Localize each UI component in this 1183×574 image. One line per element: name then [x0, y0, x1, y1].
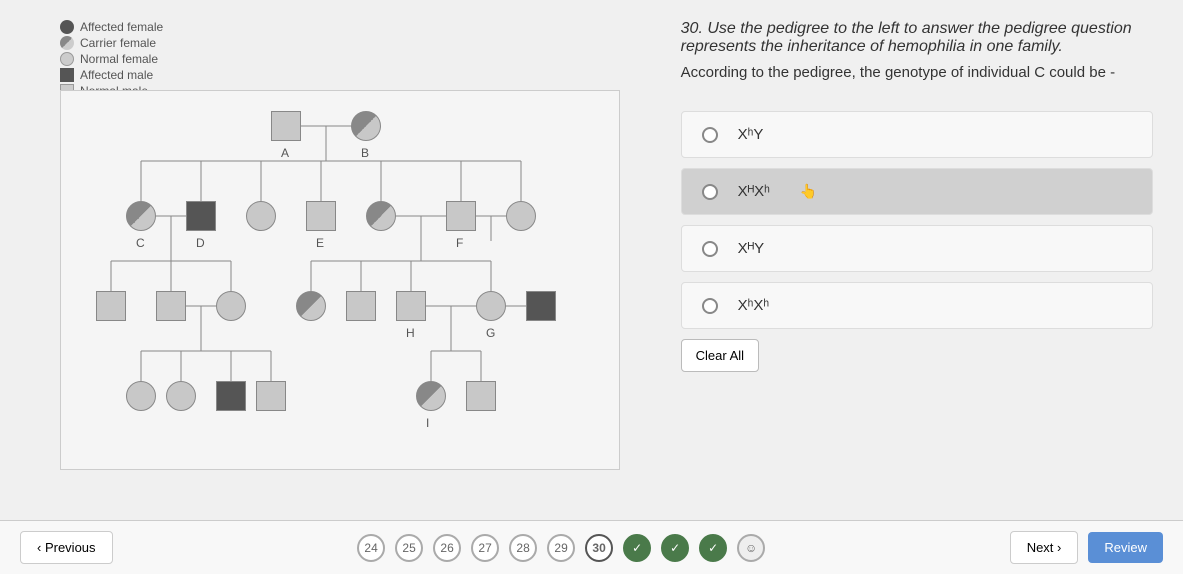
next-label: Next: [1027, 540, 1054, 555]
gen4-male-2: [466, 381, 496, 411]
option-d-text: XʰXʰ: [738, 297, 770, 314]
individual-C: [126, 201, 156, 231]
label-F: F: [456, 236, 463, 250]
pedigree-panel: Affected female Carrier female Normal fe…: [0, 0, 651, 520]
legend-label: Carrier female: [80, 36, 156, 50]
legend-affected-female: Affected female: [60, 20, 163, 34]
nav-29[interactable]: 29: [547, 534, 575, 562]
gen2-female-1: [246, 201, 276, 231]
cursor-icon: 👆: [800, 183, 817, 200]
label-D: D: [196, 236, 205, 250]
option-c[interactable]: XᴴY: [681, 225, 1153, 272]
option-a[interactable]: XʰY: [681, 111, 1153, 158]
gen4-female-1: [126, 381, 156, 411]
gen3-male-1: [96, 291, 126, 321]
nav-33[interactable]: ✓: [699, 534, 727, 562]
gen4-male-dark: [216, 381, 246, 411]
label-C: C: [136, 236, 145, 250]
nav-28[interactable]: 28: [509, 534, 537, 562]
carrier-female-icon: [60, 36, 74, 50]
affected-female-icon: [60, 20, 74, 34]
nav-26[interactable]: 26: [433, 534, 461, 562]
legend-label: Normal female: [80, 52, 158, 66]
legend-label: Affected male: [80, 68, 153, 82]
gen3-female-1: [216, 291, 246, 321]
nav-30[interactable]: 30: [585, 534, 613, 562]
nav-31[interactable]: ✓: [623, 534, 651, 562]
nav-32[interactable]: ✓: [661, 534, 689, 562]
clear-all-button[interactable]: Clear All: [681, 339, 759, 372]
next-button[interactable]: Next ›: [1010, 531, 1079, 564]
individual-F: [446, 201, 476, 231]
question-number: 30. Use the pedigree to the left to answ…: [681, 20, 1153, 56]
affected-male-icon: [60, 68, 74, 82]
sub-question: According to the pedigree, the genotype …: [681, 64, 1153, 81]
legend-normal-female: Normal female: [60, 52, 163, 66]
radio-icon: [702, 298, 718, 314]
q-num: 30.: [681, 20, 703, 37]
individual-H: [396, 291, 426, 321]
option-b[interactable]: XᴴXʰ 👆: [681, 168, 1153, 215]
radio-icon: [702, 127, 718, 143]
radio-icon: [702, 184, 718, 200]
label-E: E: [316, 236, 324, 250]
question-panel: 30. Use the pedigree to the left to answ…: [651, 0, 1183, 520]
label-I: I: [426, 416, 429, 430]
option-a-text: XʰY: [738, 126, 764, 143]
label-H: H: [406, 326, 415, 340]
individual-I: [416, 381, 446, 411]
bottom-nav: ‹ Previous 24 25 26 27 28 29 30 ✓ ✓ ✓ ☺ …: [0, 520, 1183, 574]
nav-25[interactable]: 25: [395, 534, 423, 562]
option-c-text: XᴴY: [738, 240, 764, 257]
review-button[interactable]: Review: [1088, 532, 1163, 563]
option-d[interactable]: XʰXʰ: [681, 282, 1153, 329]
individual-G: [476, 291, 506, 321]
individual-E: [306, 201, 336, 231]
pedigree-lines: [61, 91, 619, 469]
individual-D: [186, 201, 216, 231]
label-G: G: [486, 326, 495, 340]
legend-label: Affected female: [80, 20, 163, 34]
nav-numbers: 24 25 26 27 28 29 30 ✓ ✓ ✓ ☺: [113, 534, 1010, 562]
option-b-text: XᴴXʰ: [738, 183, 770, 200]
previous-button[interactable]: ‹ Previous: [20, 531, 113, 564]
individual-A: [271, 111, 301, 141]
gen3-male-3: [346, 291, 376, 321]
legend: Affected female Carrier female Normal fe…: [60, 20, 163, 100]
label-A: A: [281, 146, 289, 160]
pedigree-diagram: A B C D E F H G: [60, 90, 620, 470]
nav-end[interactable]: ☺: [737, 534, 765, 562]
legend-carrier-female: Carrier female: [60, 36, 163, 50]
gen4-male-1: [256, 381, 286, 411]
gen4-female-2: [166, 381, 196, 411]
gen3-male-2: [156, 291, 186, 321]
q-text: Use the pedigree to the left to answer t…: [681, 20, 1132, 55]
normal-female-icon: [60, 52, 74, 66]
radio-icon: [702, 241, 718, 257]
prev-label: Previous: [45, 540, 96, 555]
legend-affected-male: Affected male: [60, 68, 163, 82]
label-B: B: [361, 146, 369, 160]
nav-24[interactable]: 24: [357, 534, 385, 562]
gen2-carrier-1: [366, 201, 396, 231]
gen3-male-dark: [526, 291, 556, 321]
gen3-carrier-1: [296, 291, 326, 321]
individual-B: [351, 111, 381, 141]
gen2-female-2: [506, 201, 536, 231]
nav-27[interactable]: 27: [471, 534, 499, 562]
